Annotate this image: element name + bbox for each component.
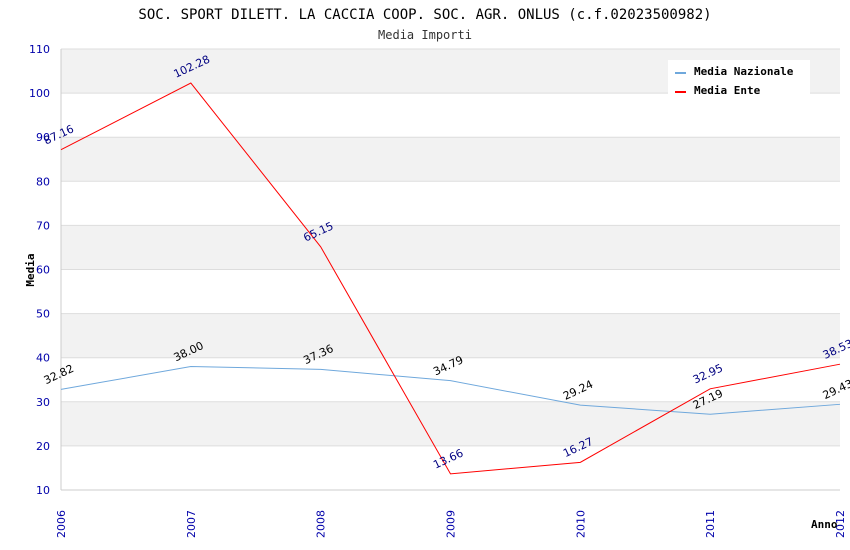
series-line-media-ente [60, 82, 841, 475]
y-tick-label: 40 [36, 352, 50, 365]
y-tick-label: 10 [36, 484, 50, 497]
legend-label-media-nazionale: Media Nazionale [694, 65, 794, 78]
data-label: 29.24 [561, 378, 595, 403]
x-tick-label: 2012 [834, 510, 847, 538]
y-tick-label: 30 [36, 396, 50, 409]
x-tick-label: 2011 [704, 510, 717, 538]
data-label: 29.43 [821, 377, 850, 402]
y-tick-label: 20 [36, 440, 50, 453]
legend: Media Nazionale Media Ente [668, 60, 810, 98]
axes [60, 49, 840, 491]
y-tick-label: 80 [36, 175, 50, 188]
y-tick-label: 90 [36, 131, 50, 144]
y-axis-label: Media [24, 253, 37, 286]
x-axis-label: Anno [811, 518, 838, 531]
x-tick-label: 2007 [185, 510, 198, 538]
gridlines [61, 48, 840, 491]
grid-bands [61, 49, 840, 446]
y-tick-labels: 10 20 30 40 50 60 70 80 90 100 110 [29, 43, 50, 497]
x-tick-label: 2009 [445, 510, 458, 538]
x-tick-labels: 2006 2007 2008 2009 2010 2011 2012 [55, 510, 847, 538]
series-group [60, 82, 841, 475]
x-tick-label: 2008 [315, 510, 328, 538]
y-tick-label: 100 [29, 87, 50, 100]
grid-band [61, 401, 840, 446]
x-tick-label: 2010 [574, 510, 587, 538]
data-label: 13.66 [431, 446, 465, 471]
y-tick-label: 60 [36, 264, 50, 277]
legend-label-media-ente: Media Ente [694, 84, 761, 97]
legend-box [668, 60, 810, 98]
y-tick-label: 70 [36, 219, 50, 232]
grid-band [61, 225, 840, 270]
data-label: 32.82 [42, 362, 76, 387]
chart-title: SOC. SPORT DILETT. LA CACCIA COOP. SOC. … [138, 7, 711, 23]
data-label: 32.95 [691, 361, 725, 386]
y-tick-label: 110 [29, 43, 50, 56]
y-tick-label: 50 [36, 308, 50, 321]
chart-subtitle: Media Importi [378, 28, 472, 42]
grid-band [61, 313, 840, 358]
grid-band [61, 137, 840, 182]
series-line-media-nazionale [60, 366, 841, 415]
x-tick-label: 2006 [55, 510, 68, 538]
